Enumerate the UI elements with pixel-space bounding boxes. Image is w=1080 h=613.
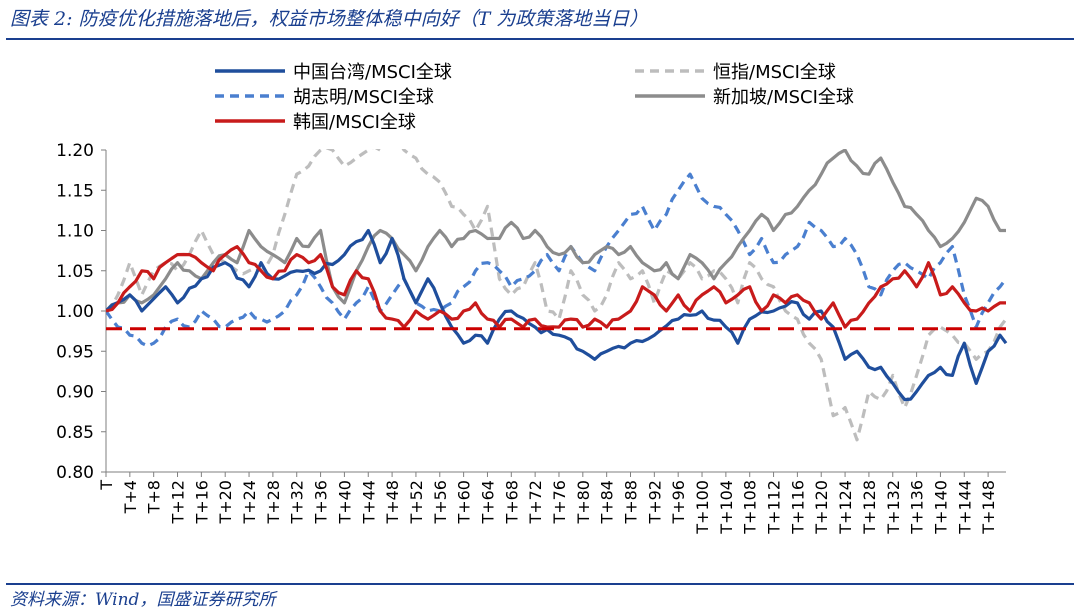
x-tick-label: T+40 bbox=[335, 480, 354, 525]
legend-label-3: 新加坡/MSCI全球 bbox=[713, 87, 854, 108]
y-tick-label: 1.20 bbox=[56, 141, 94, 161]
legend-label-4: 韩国/MSCI全球 bbox=[293, 112, 416, 133]
x-tick-label: T+20 bbox=[216, 480, 235, 525]
figure-title: 图表 2: 防疫优化措施落地后，权益市场整体稳中向好（T 为政策落地当日） bbox=[10, 8, 649, 30]
x-tick-label: T+100 bbox=[693, 480, 712, 535]
footer-rule bbox=[6, 583, 1074, 585]
x-tick-label: T+60 bbox=[455, 480, 474, 525]
x-tick-label: T+112 bbox=[765, 480, 784, 535]
y-tick-label: 0.80 bbox=[56, 463, 94, 483]
x-tick-label: T+4 bbox=[121, 480, 140, 514]
series-line-0 bbox=[106, 228, 1008, 402]
x-tick-label: T+28 bbox=[264, 480, 283, 525]
x-tick-label: T+144 bbox=[955, 480, 974, 535]
series-line-3 bbox=[106, 149, 1006, 313]
series-group bbox=[106, 149, 1008, 442]
x-tick-label: T+8 bbox=[145, 480, 164, 514]
x-tick-label: T+48 bbox=[383, 480, 402, 525]
legend-label-2: 胡志明/MSCI全球 bbox=[293, 87, 434, 108]
y-tick-label: 1.00 bbox=[56, 302, 94, 322]
y-tick-label: 1.15 bbox=[56, 181, 94, 201]
x-tick-label: T+116 bbox=[788, 480, 807, 535]
x-tick-label: T+24 bbox=[240, 480, 259, 525]
x-tick-label: T+124 bbox=[836, 480, 855, 535]
x-tick-label: T+64 bbox=[478, 480, 497, 525]
x-tick-label: T+88 bbox=[622, 480, 641, 525]
x-tick-label: T+92 bbox=[645, 480, 664, 525]
x-tick-label: T+132 bbox=[884, 480, 903, 535]
x-tick-label: T+52 bbox=[407, 480, 426, 525]
x-tick-label: T+148 bbox=[979, 480, 998, 535]
x-tick-label: T+80 bbox=[574, 480, 593, 525]
series-line-4 bbox=[106, 245, 1006, 329]
source-note: 资料来源：Wind，国盛证券研究所 bbox=[10, 590, 276, 610]
x-tick-label: T+16 bbox=[192, 480, 211, 525]
x-tick-label: T+44 bbox=[359, 480, 378, 525]
x-tick-label: T+72 bbox=[526, 480, 545, 525]
x-tick-label: T+36 bbox=[312, 480, 331, 525]
x-tick-label: T+108 bbox=[741, 480, 760, 535]
y-tick-label: 1.10 bbox=[56, 222, 94, 242]
y-tick-label: 0.90 bbox=[56, 383, 94, 403]
y-tick-label: 0.95 bbox=[56, 342, 94, 362]
x-tick-label: T+128 bbox=[860, 480, 879, 535]
x-tick-label: T+32 bbox=[288, 480, 307, 525]
x-tick-label: T+76 bbox=[550, 480, 569, 525]
x-tick-label: T+104 bbox=[717, 480, 736, 535]
x-tick-label: T+56 bbox=[431, 480, 450, 525]
x-tick-label: T+68 bbox=[502, 480, 521, 525]
y-tick-label: 1.05 bbox=[56, 262, 94, 282]
x-tick-label: T+136 bbox=[908, 480, 927, 535]
axes-group: 0.80 0.85 0.90 0.95 1.00 1.05 1.10 1.15 1.20 T T+4… bbox=[56, 141, 1006, 535]
series-line-1 bbox=[106, 149, 1008, 442]
legend-label-1: 恒指/MSCI全球 bbox=[713, 62, 836, 83]
y-tick-label: 0.85 bbox=[56, 423, 94, 443]
series-line-2 bbox=[106, 172, 1008, 348]
x-tick-label: T+84 bbox=[598, 480, 617, 525]
x-tick-label: T+140 bbox=[931, 480, 950, 535]
x-tick-label: T bbox=[97, 480, 116, 491]
legend-label-0: 中国台湾/MSCI全球 bbox=[293, 62, 452, 83]
x-tick-label: T+12 bbox=[169, 480, 188, 525]
x-tick-label: T+96 bbox=[669, 480, 688, 525]
x-tick-label: T+120 bbox=[812, 480, 831, 535]
title-rule bbox=[6, 38, 1074, 40]
